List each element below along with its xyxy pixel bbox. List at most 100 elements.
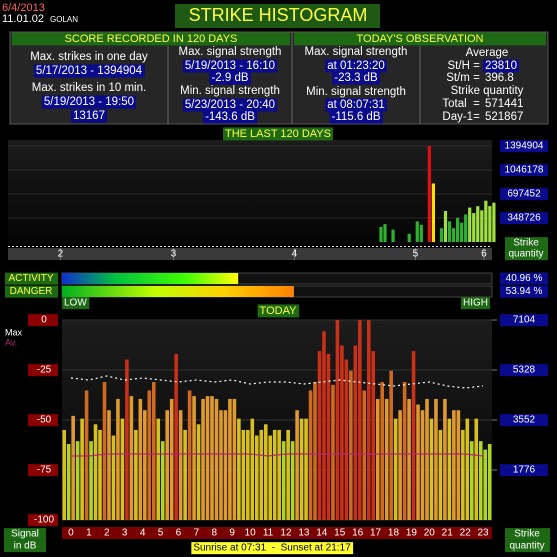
axis-dot	[384, 246, 386, 247]
axis-dot	[148, 246, 150, 247]
label-box	[500, 272, 548, 285]
bar	[366, 320, 371, 520]
stat-value: 5/17/2013 - 1394904	[36, 65, 143, 77]
axis-dot	[460, 246, 462, 247]
x-tick-label: 0	[68, 528, 74, 539]
stat-label: Max. signal strength	[179, 46, 282, 58]
axis-dot	[48, 246, 50, 247]
bar	[456, 217, 460, 242]
axis-dot	[112, 246, 114, 247]
axis-dot	[128, 246, 130, 247]
bar	[201, 398, 205, 520]
axis-dot	[8, 246, 10, 247]
stats-panel	[9, 31, 549, 125]
label-box	[191, 542, 354, 555]
axis-dot	[412, 246, 414, 247]
bar	[465, 418, 470, 520]
axis-dot	[136, 246, 138, 247]
axis-dot	[388, 246, 390, 247]
stat-label: St/H =	[448, 60, 483, 72]
y-tick-label-box	[28, 514, 58, 527]
axis-dot	[432, 246, 434, 247]
bar	[281, 441, 286, 520]
bar	[228, 398, 232, 520]
bar	[174, 353, 178, 520]
stat-value: 13167	[73, 110, 105, 122]
stat-value-box	[209, 71, 251, 85]
bar	[358, 320, 362, 520]
axis-dot	[168, 246, 170, 247]
bar	[456, 410, 461, 520]
stat-value: 5/19/2013 - 16:10	[185, 60, 275, 72]
axis-dot	[64, 246, 66, 247]
axis-dot	[352, 246, 354, 247]
y2-tick-label: 3552	[513, 415, 536, 426]
bar	[89, 441, 93, 520]
bar	[322, 331, 326, 520]
x-tick-label: 17	[370, 528, 382, 539]
axis-dot	[480, 246, 482, 247]
bar	[129, 396, 134, 520]
axis-dot	[348, 246, 350, 247]
bar	[169, 398, 174, 520]
bar	[111, 435, 116, 520]
label: quantity	[509, 541, 544, 552]
bar	[160, 441, 165, 520]
y-tick-label: -75	[37, 465, 52, 476]
stat-value-box	[325, 59, 387, 73]
y-tick-label-box	[28, 464, 58, 477]
bar	[205, 396, 210, 520]
axis-dot	[28, 246, 30, 247]
axis-dot	[160, 246, 162, 247]
axis-dot	[164, 246, 166, 247]
bar	[66, 443, 71, 520]
axis-dot	[52, 246, 54, 247]
x-tick-label: 15	[334, 528, 346, 539]
bar	[411, 351, 416, 520]
axis-dot	[344, 246, 346, 247]
axis-dot	[288, 246, 290, 247]
axis-dot	[440, 246, 442, 247]
x-tick-label: 4	[292, 249, 298, 260]
axis-dot	[72, 246, 74, 247]
x-tick-label: 21	[442, 528, 454, 539]
label: THE LAST 120 DAYS	[225, 128, 331, 140]
axis-dot	[84, 246, 86, 247]
x-tick-label: 2	[104, 528, 110, 539]
axis-dot	[324, 246, 326, 247]
y-tick-label-box	[28, 364, 58, 377]
bar	[107, 410, 111, 520]
stat-label: Min. signal strength	[306, 86, 406, 98]
bar	[331, 384, 335, 520]
axis-dot	[196, 246, 198, 247]
stat-value-box	[71, 109, 107, 123]
bar	[80, 418, 84, 520]
axis-dot	[144, 246, 146, 247]
bar	[237, 418, 241, 520]
bar	[393, 418, 398, 520]
label-box	[4, 540, 46, 553]
stat-value: -2.9 dB	[211, 72, 248, 84]
stat-value: -143.6 dB	[205, 111, 255, 123]
stat-label: St/m =	[446, 72, 483, 84]
label: HIGH	[463, 298, 488, 309]
series-line	[70, 375, 484, 389]
axis-dot	[88, 246, 90, 247]
bar	[389, 370, 393, 520]
bar	[102, 382, 107, 520]
stat-value: -23.3 dB	[334, 72, 378, 84]
bar	[187, 390, 192, 520]
axis-dot	[268, 246, 270, 247]
stat-value: at 01:23:20	[327, 60, 385, 72]
bar	[371, 351, 376, 520]
y-tick-label-box	[500, 188, 548, 201]
bar	[165, 410, 169, 520]
x-tick-label: 16	[352, 528, 364, 539]
bar	[416, 404, 420, 520]
bar	[429, 418, 434, 520]
axis-dot	[252, 246, 254, 247]
axis-dot	[104, 246, 106, 247]
y-tick-label-box	[28, 414, 58, 427]
bar	[178, 410, 183, 520]
axis-dot	[420, 246, 422, 247]
